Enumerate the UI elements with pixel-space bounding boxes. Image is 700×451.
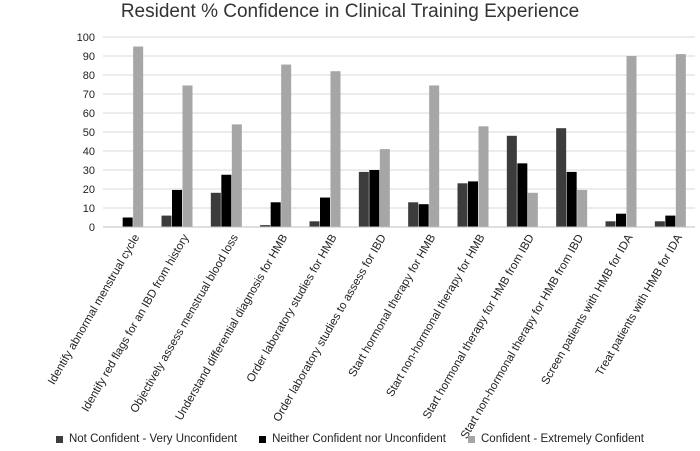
bar-series-0-cat-9 (556, 128, 567, 227)
bar-series-2-cat-11 (675, 54, 686, 227)
bar-series-1-cat-4 (320, 197, 330, 227)
x-category-label: Start non-hormonal therapy for HMB (385, 232, 488, 399)
bar-series-0-cat-11 (654, 221, 665, 227)
y-tick-label: 40 (83, 146, 95, 158)
bar-series-0-cat-10 (605, 221, 616, 227)
x-category-label: Objectively assess menstrual blood loss (129, 232, 241, 415)
bar-series-0-cat-1 (161, 215, 172, 227)
legend-swatch (259, 435, 267, 443)
bar-series-1-cat-2 (221, 174, 232, 227)
bar-series-0-cat-8 (506, 135, 517, 227)
y-tick-label: 90 (83, 51, 95, 63)
y-tick-label: 0 (89, 222, 95, 234)
bar-series-2-cat-10 (626, 56, 637, 227)
y-axis-tick-labels: 0 10 20 30 40 50 60 70 80 90 100 (77, 32, 95, 234)
x-category-label: Screen patients with HMB for IDA (540, 232, 636, 387)
bar-series-1-cat-9 (566, 171, 577, 227)
legend: Not Confident - Very Unconfident Neither … (0, 433, 700, 445)
y-tick-label: 60 (83, 108, 95, 120)
x-category-label: Treat patients with HMB for IDA (594, 232, 685, 378)
bar-series-2-cat-2 (231, 124, 242, 227)
y-tick-label: 70 (83, 89, 95, 101)
x-category-label: Order laboratory studies to assess for I… (271, 233, 388, 424)
bars (122, 46, 686, 227)
bar-series-0-cat-2 (210, 192, 221, 227)
bar-series-2-cat-5 (379, 149, 390, 227)
bar-series-1-cat-7 (468, 181, 478, 227)
legend-item-2: Confident - Extremely Confident (468, 433, 644, 445)
bar-series-1-cat-5 (369, 170, 380, 227)
bar-series-2-cat-7 (478, 126, 489, 227)
legend-label: Neither Confident nor Unconfident (272, 433, 446, 445)
legend-swatch (55, 435, 63, 443)
bar-series-2-cat-8 (527, 192, 538, 227)
bar-series-1-cat-1 (172, 189, 182, 227)
bar-series-2-cat-9 (577, 189, 588, 227)
bar-series-2-cat-4 (330, 71, 341, 227)
bar-series-0-cat-3 (260, 225, 271, 227)
bar-series-1-cat-10 (616, 213, 626, 227)
bar-series-2-cat-1 (182, 85, 193, 227)
y-tick-label: 50 (83, 127, 95, 139)
bar-series-2-cat-3 (281, 64, 292, 227)
bar-series-1-cat-3 (270, 202, 281, 227)
bar-series-0-cat-5 (358, 171, 369, 227)
x-axis-category-labels: Identify abnormal menstrual cycleIdentif… (46, 232, 685, 441)
bar-series-1-cat-11 (665, 215, 676, 227)
legend-item-0: Not Confident - Very Unconfident (55, 433, 238, 445)
bar-series-0-cat-6 (408, 202, 419, 227)
legend-swatch (468, 435, 475, 443)
y-tick-label: 80 (83, 70, 95, 82)
x-category-label: Understand differential diagnosis for HM… (174, 232, 291, 422)
bar-series-1-cat-8 (517, 163, 528, 227)
bar-series-1-cat-0 (122, 217, 133, 227)
x-category-label: Start hormonal therapy for HMB (347, 232, 439, 379)
legend-label: Confident - Extremely Confident (481, 433, 644, 445)
legend-item-1: Neither Confident nor Unconfident (259, 433, 446, 445)
bar-series-0-cat-4 (309, 221, 320, 227)
bar-series-2-cat-0 (133, 46, 144, 227)
y-tick-label: 30 (83, 165, 95, 177)
legend-label: Not Confident - Very Unconfident (68, 433, 238, 445)
bar-series-1-cat-6 (418, 204, 429, 227)
y-tick-label: 100 (77, 32, 95, 44)
x-category-label: Identify red flags for an IBD from histo… (80, 232, 192, 414)
bar-series-2-cat-6 (429, 85, 440, 227)
y-tick-label: 20 (83, 184, 95, 196)
y-tick-label: 10 (83, 203, 95, 215)
x-category-label: Order laboratory studies for HMB (245, 232, 340, 384)
chart-title: Resident % Confidence in Clinical Traini… (120, 1, 580, 22)
bar-series-0-cat-7 (457, 183, 468, 227)
x-category-label: Start hormonal therapy for HMB from IBD (421, 233, 537, 422)
x-category-label: Identify abnormal menstrual cycle (46, 233, 142, 387)
